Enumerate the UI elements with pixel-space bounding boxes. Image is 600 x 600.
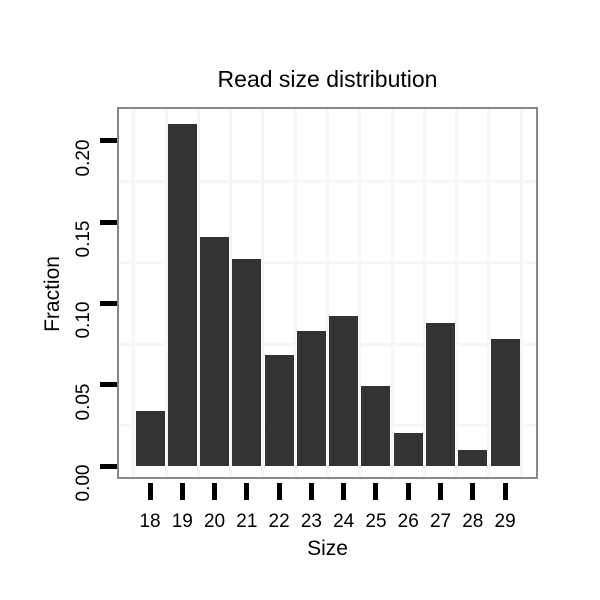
x-tick: [308, 483, 314, 500]
x-tick: [276, 483, 282, 500]
minor-gridline-vertical: [261, 109, 265, 477]
y-tick-label: 0.10: [73, 301, 94, 339]
x-tick-label: 19: [171, 511, 193, 532]
x-tick-label: 28: [462, 511, 484, 532]
minor-gridline-vertical: [519, 109, 523, 477]
x-tick: [341, 483, 347, 500]
minor-gridline-vertical: [487, 109, 491, 477]
x-tick-label: 22: [268, 511, 290, 532]
y-axis-label: Fraction: [41, 256, 64, 332]
x-tick: [502, 483, 508, 500]
y-tick: [100, 463, 117, 469]
y-tick: [100, 300, 117, 306]
x-tick: [405, 483, 411, 500]
bar-size-18: [135, 410, 165, 466]
minor-gridline-vertical: [390, 109, 394, 477]
chart-title: Read size distribution: [217, 66, 438, 92]
bar-size-29: [490, 339, 520, 466]
y-tick: [100, 138, 117, 144]
x-tick-label: 20: [203, 511, 226, 532]
bar-size-26: [393, 433, 423, 466]
x-tick: [212, 483, 218, 500]
minor-gridline-vertical: [455, 109, 459, 477]
x-tick: [147, 483, 153, 500]
bar-size-19: [167, 124, 197, 466]
x-tick: [373, 483, 379, 500]
x-tick-label: 21: [236, 511, 258, 532]
x-tick: [438, 483, 444, 500]
x-tick-label: 25: [365, 511, 387, 532]
x-tick: [470, 483, 476, 500]
y-tick-label: 0.20: [73, 139, 94, 177]
bar-size-28: [458, 449, 488, 466]
minor-gridline-vertical: [196, 109, 200, 477]
bar-size-24: [329, 316, 359, 466]
x-tick-label: 24: [333, 511, 355, 532]
x-tick-label: 27: [429, 511, 452, 532]
bar-size-23: [296, 331, 326, 466]
plot-panel: [117, 107, 538, 479]
x-axis-label: Size: [307, 537, 348, 560]
x-tick-label: 26: [397, 511, 419, 532]
y-tick: [100, 382, 117, 388]
x-tick-label: 23: [300, 511, 322, 532]
x-tick-label: 29: [494, 511, 516, 532]
x-tick-label: 18: [139, 511, 161, 532]
bar-size-20: [200, 236, 230, 466]
bar-size-27: [426, 322, 456, 466]
x-tick: [179, 483, 185, 500]
y-tick-label: 0.05: [73, 383, 94, 421]
x-tick: [244, 483, 250, 500]
bar-size-21: [232, 259, 262, 466]
minor-gridline-vertical: [326, 109, 330, 477]
minor-gridline-vertical: [293, 109, 297, 477]
bar-size-25: [361, 386, 391, 466]
y-tick-label: 0.00: [73, 464, 94, 502]
y-tick-label: 0.15: [73, 220, 94, 258]
minor-gridline-vertical: [229, 109, 233, 477]
minor-gridline-vertical: [164, 109, 168, 477]
y-tick: [100, 219, 117, 225]
bar-size-22: [264, 355, 294, 466]
minor-gridline-vertical: [358, 109, 362, 477]
minor-gridline-vertical: [132, 109, 136, 477]
minor-gridline-vertical: [422, 109, 426, 477]
